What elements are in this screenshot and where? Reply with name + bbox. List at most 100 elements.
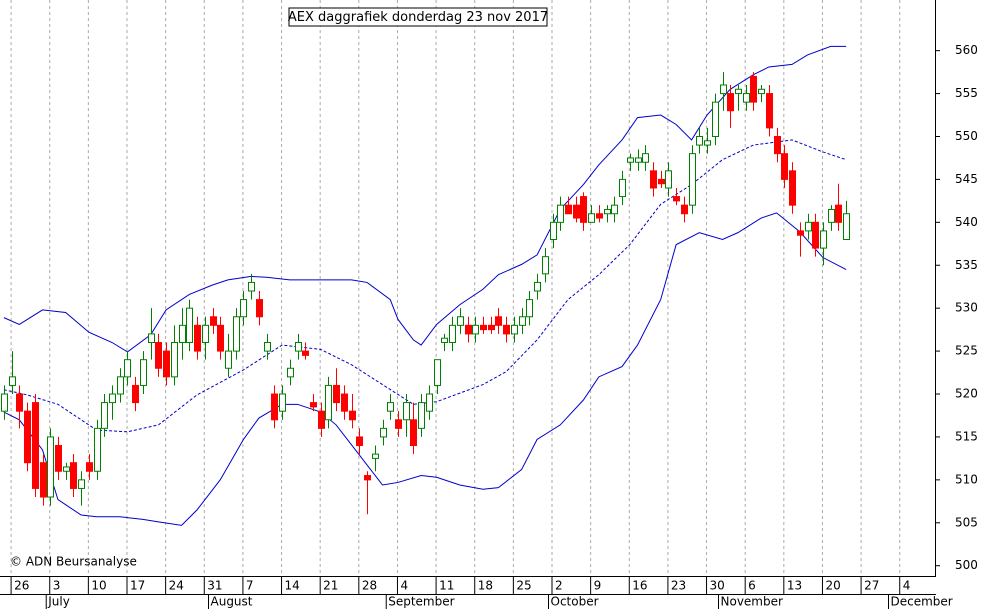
candle-body — [202, 324, 209, 344]
y-tick-label: 510 — [955, 472, 978, 486]
candle-body — [395, 419, 402, 429]
title-box — [288, 7, 548, 27]
candle-body — [55, 445, 62, 472]
candle-body — [835, 204, 842, 223]
bollinger-band — [3, 139, 847, 433]
candle-body — [828, 208, 835, 223]
candle-body — [94, 427, 101, 472]
candle-body — [557, 204, 564, 223]
candle-body — [349, 410, 356, 421]
candle-body — [256, 299, 263, 318]
candle-body — [364, 475, 371, 481]
candle-body — [63, 466, 70, 472]
candle-body — [210, 316, 217, 326]
x-tick-label: 26 — [14, 579, 29, 593]
candle-body — [696, 135, 703, 146]
candle-body — [302, 350, 309, 356]
y-tick-label: 525 — [955, 344, 978, 358]
month-label: August — [211, 595, 253, 609]
candle-body — [380, 427, 387, 438]
candle-body — [642, 153, 649, 163]
plot-area — [1, 0, 901, 576]
x-tick-label: 13 — [787, 579, 802, 593]
y-tick-label: 555 — [955, 86, 978, 100]
candle-body — [40, 462, 47, 498]
y-tick-label: 560 — [955, 43, 978, 57]
candle-body — [426, 393, 433, 412]
candle-body — [70, 462, 77, 489]
candle-body — [240, 299, 247, 318]
candle-body — [217, 324, 224, 352]
candle-body — [766, 93, 773, 129]
y-tick-label: 535 — [955, 258, 978, 272]
candle-body — [109, 393, 116, 404]
candle-body — [511, 324, 518, 335]
candle-body — [117, 376, 124, 395]
candle-body — [781, 153, 788, 180]
x-tick-label: 9 — [594, 579, 602, 593]
candle-body — [86, 462, 93, 472]
candle-body — [341, 393, 348, 412]
candle-body — [596, 213, 603, 219]
candle-body — [774, 135, 781, 155]
candle-body — [16, 393, 23, 412]
candle-body — [681, 204, 688, 215]
x-tick-label: 6 — [748, 579, 756, 593]
candle-body — [550, 221, 557, 240]
x-tick-label: 18 — [478, 579, 493, 593]
x-tick-label: 20 — [825, 579, 840, 593]
candle-body — [743, 93, 750, 103]
x-tick-label: 21 — [323, 579, 338, 593]
candle-body — [233, 316, 240, 352]
candle-body — [534, 281, 541, 292]
candle-body — [101, 402, 108, 429]
candle-body — [248, 281, 255, 292]
x-tick-label: 17 — [130, 579, 145, 593]
candle-body — [580, 196, 587, 223]
x-tick-label: 3 — [53, 579, 61, 593]
candle-body — [186, 307, 193, 344]
candle-body — [148, 333, 155, 344]
candle-body — [519, 316, 526, 326]
candle-body — [611, 204, 618, 215]
x-tick-label: 4 — [400, 579, 408, 593]
candle-body — [750, 75, 757, 103]
x-tick-label: 2 — [555, 579, 563, 593]
y-tick-label: 505 — [955, 515, 978, 529]
x-tick-label: 23 — [671, 579, 686, 593]
candle-body — [542, 256, 549, 275]
candle-body — [635, 157, 642, 163]
candle-body — [124, 359, 131, 378]
candle-body — [735, 88, 742, 95]
candle-body — [441, 337, 448, 344]
bollinger-band — [3, 212, 847, 526]
candle-body — [843, 213, 850, 240]
candle-body — [1, 393, 8, 412]
candle-body — [78, 479, 85, 489]
x-tick-label: 31 — [207, 579, 222, 593]
candle-body — [140, 359, 147, 386]
candle-body — [797, 230, 804, 236]
x-tick-label: 25 — [516, 579, 531, 593]
candle-body — [665, 170, 672, 189]
candle-body — [179, 324, 186, 344]
x-tick-label: 16 — [632, 579, 647, 593]
x-tick-label: 30 — [710, 579, 725, 593]
candle-body — [673, 196, 680, 202]
y-tick-label: 520 — [955, 387, 978, 401]
month-label: December — [891, 595, 953, 609]
x-tick-label: 14 — [285, 579, 300, 593]
candle-body — [418, 402, 425, 429]
candle-body — [503, 324, 510, 335]
month-label: October — [551, 595, 599, 609]
x-tick-label: 4 — [903, 579, 911, 593]
candle-body — [465, 324, 472, 335]
candle-body — [403, 402, 410, 421]
month-label: July — [47, 595, 70, 609]
candle-body — [372, 453, 379, 459]
candle-body — [155, 342, 162, 369]
candle-body — [480, 324, 487, 331]
candle-body — [727, 93, 734, 112]
candle-body — [171, 342, 178, 378]
